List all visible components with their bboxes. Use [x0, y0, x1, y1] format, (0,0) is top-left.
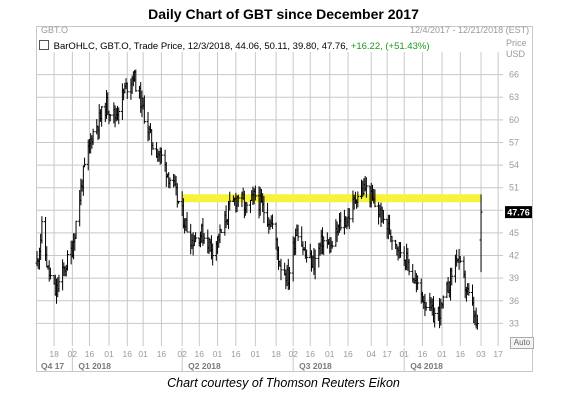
x-tick-label: 17: [382, 349, 392, 359]
x-tick-label: 18: [49, 349, 59, 359]
x-tick-label: 16: [343, 349, 353, 359]
y-tick-label: 60: [509, 115, 519, 125]
y-tick-label: 36: [509, 296, 519, 306]
x-tick-label: 04: [367, 349, 377, 359]
resistance-highlight: [182, 194, 482, 203]
legend-change: +16.22, (+51.43%): [350, 41, 430, 52]
x-tick-label: 16: [123, 349, 133, 359]
x-tick-label: 16: [195, 349, 205, 359]
y-tick-label: 51: [509, 183, 519, 193]
date-range: 12/4/2017 - 12/21/2018 (EST): [410, 25, 530, 35]
y-tick-label: 66: [509, 70, 519, 80]
quarter-label: Q1 2018: [78, 361, 111, 371]
y-tick-label: 42: [509, 251, 519, 261]
x-tick-label: 01: [325, 349, 335, 359]
y-tick-label: 39: [509, 273, 519, 283]
y-tick-label: 63: [509, 92, 519, 102]
last-price-label: 47.76: [507, 208, 530, 218]
quarter-label: Q4 17: [41, 361, 64, 371]
x-tick-label: 16: [418, 349, 428, 359]
last-price-badge: [505, 206, 532, 219]
price-axis-unit: USD: [506, 49, 526, 59]
y-tick-label: 54: [509, 160, 519, 170]
x-tick-label: 16: [456, 349, 466, 359]
quarter-label: Q4 2018: [410, 361, 443, 371]
x-tick-label: 01: [437, 349, 447, 359]
chart-caption: Chart courtesy of Thomson Reuters Eikon: [167, 376, 400, 390]
symbol-tag-text: GBT.O: [41, 25, 69, 35]
x-tick-label: 18: [271, 349, 281, 359]
x-tick-label: 17: [493, 349, 503, 359]
price-axis-label: Price: [506, 38, 527, 48]
x-tick-label: 03: [476, 349, 486, 359]
y-tick-label: 57: [509, 137, 519, 147]
legend-text: BarOHLC, GBT.O, Trade Price, 12/3/2018, …: [53, 41, 349, 52]
quarter-label: Q2 2018: [188, 361, 221, 371]
x-tick-label: 01: [251, 349, 261, 359]
symbol-tag: GBT.O: [41, 25, 68, 35]
x-tick-label: 01: [138, 349, 148, 359]
legend: BarOHLC, GBT.O, Trade Price, 12/3/2018, …: [39, 40, 430, 52]
x-tick-label: 16: [157, 349, 167, 359]
checkbox-icon[interactable]: [39, 40, 49, 51]
x-tick-label: 01: [213, 349, 223, 359]
x-tick-label: 16: [85, 349, 95, 359]
quarter-label: Q3 2018: [299, 361, 332, 371]
auto-scale-button[interactable]: Auto: [510, 337, 534, 349]
price-axis-title: Price USD: [506, 38, 527, 60]
chart-title: Daily Chart of GBT since December 2017: [148, 6, 419, 22]
x-tick-label: 16: [306, 349, 316, 359]
y-tick-label: 45: [509, 228, 519, 238]
y-tick-label: 33: [509, 318, 519, 328]
x-tick-label: 16: [231, 349, 241, 359]
x-tick-label: 01: [104, 349, 114, 359]
